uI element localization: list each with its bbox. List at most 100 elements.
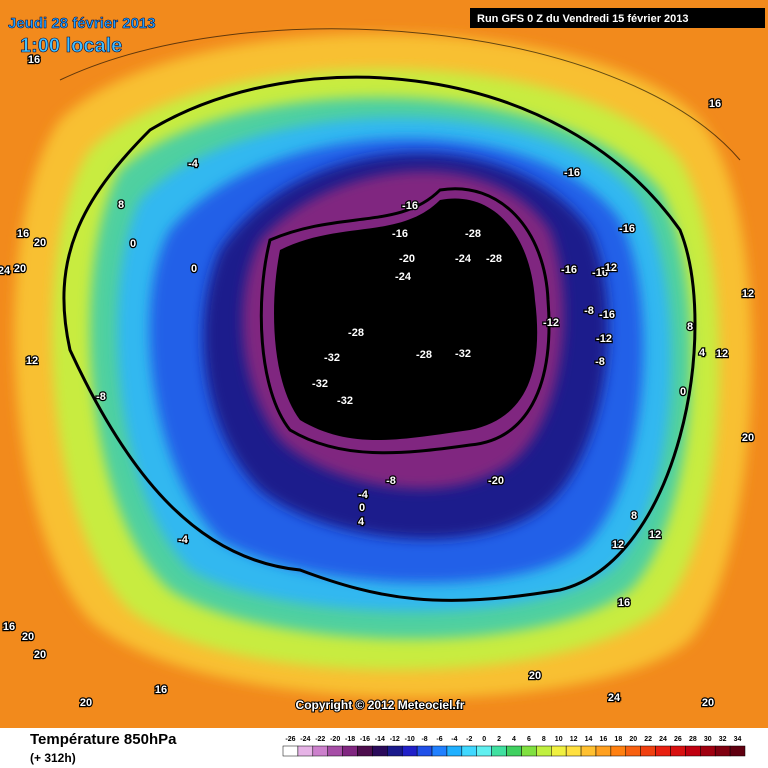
legend-tick: 22 (644, 736, 652, 743)
copyright: Copyright © 2012 Meteociel.fr (296, 698, 465, 712)
legend-swatch (461, 745, 477, 757)
contour-label: -28 (486, 253, 502, 265)
legend-swatch (431, 745, 448, 757)
legend-swatch (640, 745, 656, 757)
contour-label: -8 (96, 391, 106, 403)
legend-swatch (416, 745, 433, 757)
contour-label: 20 (702, 697, 714, 709)
contour-label: -4 (358, 489, 369, 501)
contour-label: 12 (612, 539, 624, 551)
contour-label: -20 (399, 253, 415, 265)
contour-label: 20 (742, 432, 754, 444)
legend-tick: -26 (285, 736, 295, 743)
legend-tick: 24 (659, 736, 667, 743)
legend-tick: 18 (614, 736, 622, 743)
legend-tick: 34 (734, 736, 742, 743)
legend-tick: 16 (600, 736, 608, 743)
legend-swatch (565, 745, 582, 757)
legend-swatch (372, 745, 388, 757)
contour-label: -16 (592, 267, 608, 279)
legend-swatch (610, 745, 627, 757)
contour-label: -4 (188, 158, 199, 170)
legend-swatch (625, 745, 641, 757)
contour-label: 8 (631, 510, 637, 522)
time-text: 1:00 locale (20, 35, 122, 57)
legend-swatch (476, 745, 492, 757)
legend-tick: -4 (451, 736, 457, 743)
contour-label: 16 (618, 597, 630, 609)
contour-label: 24 (0, 265, 11, 277)
contour-label: -16 (619, 223, 635, 235)
legend-swatch (580, 745, 597, 757)
contour-label: -16 (402, 200, 418, 212)
legend-tick: 0 (482, 736, 486, 743)
map-background (0, 0, 768, 728)
contour-label: -28 (348, 327, 364, 339)
contour-label: -32 (312, 378, 328, 390)
legend-tick: -8 (421, 736, 427, 743)
legend-swatch (387, 745, 403, 757)
contour-label: -8 (584, 305, 594, 317)
date-text: Jeudi 28 février 2013 (8, 15, 156, 32)
contour-label: 24 (608, 692, 621, 704)
legend-tick: -6 (436, 736, 442, 743)
legend-tick: -12 (390, 736, 400, 743)
legend-tick: -22 (315, 736, 325, 743)
contour-label: 12 (742, 288, 754, 300)
contour-label: -28 (465, 228, 481, 240)
legend-tick: -14 (375, 736, 385, 743)
legend-tick: 28 (689, 736, 697, 743)
contour-label: 0 (191, 263, 197, 275)
legend-tick: -16 (360, 736, 370, 743)
contour-label: -8 (386, 475, 396, 487)
contour-label: 16 (3, 621, 15, 633)
contour-label: -16 (561, 264, 577, 276)
legend-tick: 14 (585, 736, 593, 743)
legend-subtitle: (+ 312h) (30, 751, 76, 765)
legend-swatch (282, 745, 299, 757)
legend-swatch (700, 745, 716, 757)
contour-label: 0 (680, 386, 686, 398)
legend-swatch (685, 745, 701, 757)
contour-label: 20 (80, 697, 92, 709)
contour-label: -32 (337, 395, 353, 407)
contour-label: 12 (26, 355, 38, 367)
legend-swatch (595, 745, 612, 757)
contour-label: -20 (488, 475, 504, 487)
legend-swatch (401, 745, 418, 757)
contour-label: 16 (709, 98, 721, 110)
legend-swatch (357, 745, 373, 757)
contour-label: 0 (359, 502, 365, 514)
contour-label: 20 (14, 263, 26, 275)
legend-swatch (536, 745, 552, 757)
contour-label: 8 (118, 199, 124, 211)
contour-label: 16 (155, 684, 167, 696)
contour-label: 20 (34, 237, 46, 249)
contour-label: 12 (716, 348, 728, 360)
contour-label: 20 (529, 670, 541, 682)
contour-label: -8 (595, 356, 605, 368)
legend-swatch (297, 745, 314, 757)
legend-swatch (551, 745, 567, 757)
contour-label: -12 (596, 333, 612, 345)
legend-tick: 26 (674, 736, 682, 743)
legend-tick: 4 (512, 736, 516, 743)
legend-tick: -2 (466, 736, 472, 743)
legend-swatch (342, 745, 358, 757)
legend-tick: 2 (497, 736, 501, 743)
contour-label: -32 (455, 348, 471, 360)
contour-label: -16 (599, 309, 615, 321)
legend-tick: -24 (300, 736, 310, 743)
contour-label: -24 (455, 253, 472, 265)
contour-label: 20 (34, 649, 46, 661)
contour-label: -16 (392, 228, 408, 240)
contour-label: -12 (543, 317, 559, 329)
legend-tick: -10 (405, 736, 415, 743)
legend-swatch (506, 745, 522, 757)
legend-tick: -18 (345, 736, 355, 743)
legend-tick: 12 (570, 736, 578, 743)
contour-label: 20 (22, 631, 34, 643)
legend-title: Température 850hPa (30, 731, 177, 748)
